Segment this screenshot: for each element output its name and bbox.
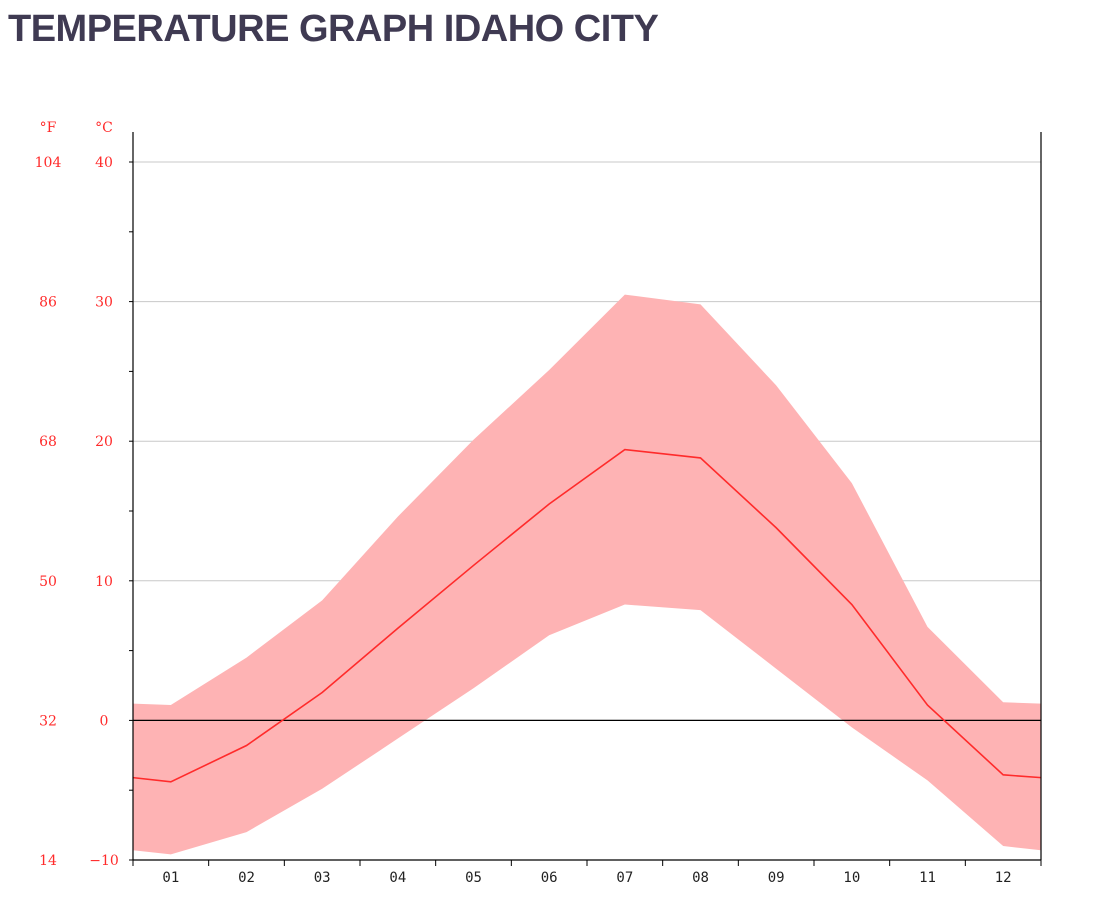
y-tick-label-f: 50	[39, 574, 57, 590]
x-tick-label: 01	[162, 870, 179, 886]
fahrenheit-unit-label: °F	[40, 120, 57, 136]
x-tick-label: 08	[692, 870, 709, 886]
x-tick-label: 09	[768, 870, 785, 886]
y-tick-label-f: 32	[39, 713, 57, 729]
x-tick-label: 07	[616, 870, 633, 886]
average-temperature-line	[132, 448, 1042, 783]
x-tick-label: 06	[541, 870, 558, 886]
y-tick-label-c: −10	[89, 853, 119, 869]
celsius-unit-label: °C	[95, 120, 113, 136]
y-tick-label-f: 104	[35, 155, 62, 171]
y-tick-labels: 104 40 86 30 68 20 50 10 32 0 14 −10	[35, 155, 119, 869]
x-tick-label: 05	[465, 870, 482, 886]
x-tick-label: 12	[995, 870, 1012, 886]
y-tick-label-c: 10	[95, 574, 113, 590]
x-tick-labels: 01 02 03 04 05 06 07 08 09 10 11 12	[162, 870, 1011, 886]
x-tick-label: 03	[314, 870, 331, 886]
y-tick-label-f: 86	[39, 295, 57, 311]
x-tick-label: 02	[238, 870, 255, 886]
temperature-range-band	[133, 294, 1041, 855]
x-tick-label: 04	[389, 870, 406, 886]
y-tick-label-c: 0	[100, 713, 109, 729]
x-tick-label: 11	[919, 870, 936, 886]
x-tick-label: 10	[843, 870, 860, 886]
page-title: TEMPERATURE GRAPH IDAHO CITY	[8, 8, 659, 50]
y-tick-label-c: 40	[95, 155, 113, 171]
axes	[129, 132, 1042, 866]
y-tick-label-c: 20	[95, 434, 113, 450]
y-tick-label-f: 68	[39, 434, 57, 450]
y-tick-label-c: 30	[95, 295, 113, 311]
y-tick-label-f: 14	[39, 853, 57, 869]
